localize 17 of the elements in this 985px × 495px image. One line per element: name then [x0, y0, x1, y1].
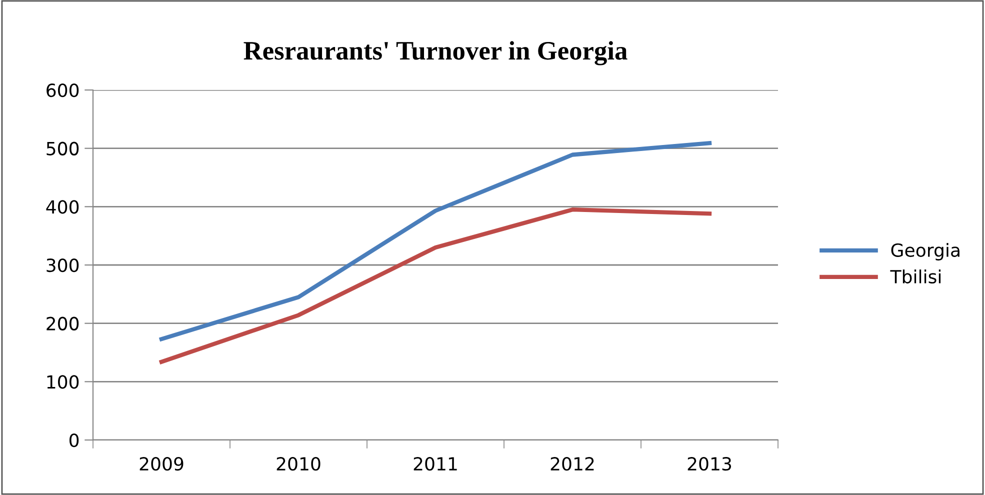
y-tick-label: 400: [46, 200, 79, 214]
legend-label: Tbilisi: [890, 270, 941, 284]
chart-title: Resraurants' Turnover in Georgia: [244, 41, 628, 66]
line-series: [159, 208, 712, 364]
legend-label: Georgia: [891, 243, 960, 260]
x-tick-label: 2012: [550, 456, 594, 471]
y-tick-label: 600: [46, 83, 79, 98]
y-tick-label: 300: [46, 258, 79, 272]
y-tick-label: 500: [46, 142, 79, 156]
x-tick-label: 2010: [276, 456, 320, 471]
y-tick-label: 200: [46, 316, 79, 330]
y-tick-label: 100: [47, 375, 79, 389]
x-tick-label: 2011: [414, 456, 457, 471]
x-tick-label: 2009: [140, 456, 184, 471]
x-tick-label: 2013: [688, 456, 732, 471]
line-series: [159, 141, 712, 342]
y-tick-label: 0: [70, 433, 79, 448]
